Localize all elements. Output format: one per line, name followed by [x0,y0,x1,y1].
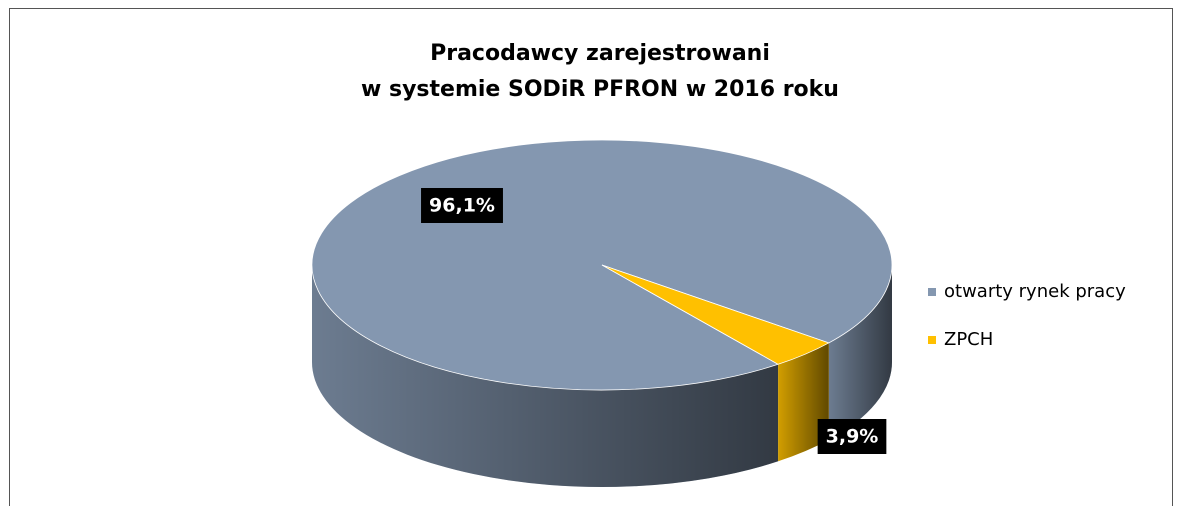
pie-side-shade [778,342,829,462]
legend-label: ZPCH [944,329,993,350]
pie-side-shade [828,265,892,440]
legend-label: otwarty rynek pracy [944,281,1126,302]
chart-title: Pracodawcy zarejestrowani w systemie SOD… [361,41,839,102]
data-label: 96,1% [429,195,495,217]
legend-swatch [928,336,936,344]
data-label-box [817,419,887,454]
legend-swatch [928,288,936,296]
pie-top [601,264,830,365]
data-label: 3,9% [826,426,879,448]
pie-side-shade [312,265,779,487]
chart-frame [9,8,1173,506]
pie-slice [601,264,830,462]
data-label-box [421,188,503,223]
